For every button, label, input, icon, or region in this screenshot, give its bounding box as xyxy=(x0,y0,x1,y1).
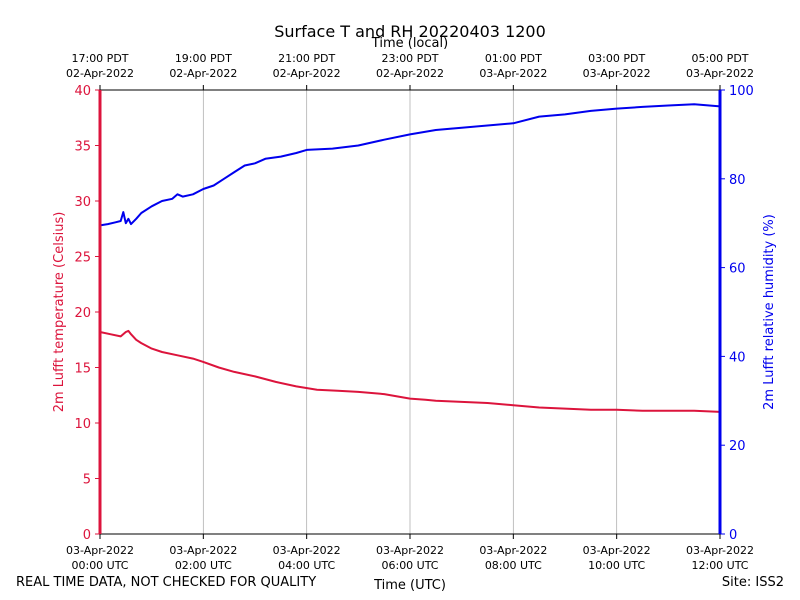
top-tick-time: 23:00 PDT xyxy=(381,52,438,65)
top-tick-date: 02-Apr-2022 xyxy=(66,67,134,80)
top-tick-time: 03:00 PDT xyxy=(588,52,645,65)
vertical-grid xyxy=(202,90,618,534)
bottom-tick-date: 03-Apr-2022 xyxy=(66,544,134,557)
bottom-tick-date: 03-Apr-2022 xyxy=(583,544,651,557)
left-y-axis-label: 2m Lufft temperature (Celsius) xyxy=(52,212,67,413)
left-tick-label: 35 xyxy=(74,140,91,155)
bottom-tick-time: 04:00 UTC xyxy=(278,559,335,572)
right-y-axis-label: 2m Lufft relative humidity (%) xyxy=(762,214,777,410)
right-tick-label: 0 xyxy=(729,528,737,543)
left-tick-label: 10 xyxy=(74,417,91,432)
left-axis-ticks: 0 5 10 15 20 25 30 35 40 xyxy=(74,84,100,543)
bottom-tick-date: 03-Apr-2022 xyxy=(479,544,547,557)
bottom-tick-date: 03-Apr-2022 xyxy=(376,544,444,557)
temperature-series-line xyxy=(99,329,721,413)
right-tick-label: 20 xyxy=(729,439,746,454)
top-tick-time: 19:00 PDT xyxy=(175,52,232,65)
top-tick-date: 03-Apr-2022 xyxy=(479,67,547,80)
bottom-tick-time: 10:00 UTC xyxy=(588,559,645,572)
left-tick-label: 40 xyxy=(74,84,91,99)
bottom-tick-date: 03-Apr-2022 xyxy=(686,544,754,557)
bottom-tick-time: 00:00 UTC xyxy=(71,559,128,572)
left-tick-label: 20 xyxy=(74,306,91,321)
bottom-axis-ticks: 03-Apr-2022 00:00 UTC 03-Apr-2022 02:00 UTC… xyxy=(66,534,754,572)
bottom-tick-time: 02:00 UTC xyxy=(175,559,232,572)
bottom-tick-date: 03-Apr-2022 xyxy=(169,544,237,557)
bottom-tick-time: 12:00 UTC xyxy=(691,559,748,572)
bottom-tick-date: 03-Apr-2022 xyxy=(273,544,341,557)
top-tick-date: 02-Apr-2022 xyxy=(273,67,341,80)
left-tick-label: 30 xyxy=(74,195,91,210)
right-axis-ticks: 0 20 40 60 80 100 xyxy=(720,84,754,543)
chart-title: Surface T and RH 20220403 1200 xyxy=(274,22,546,41)
left-tick-label: 25 xyxy=(74,251,91,266)
site-label: Site: ISS2 xyxy=(721,575,784,590)
top-tick-time: 17:00 PDT xyxy=(71,52,128,65)
left-tick-label: 5 xyxy=(83,473,91,488)
humidity-series-line xyxy=(99,103,721,227)
top-axis-label: Time (local) xyxy=(371,36,448,51)
left-tick-label: 0 xyxy=(83,528,91,543)
top-tick-time: 05:00 PDT xyxy=(691,52,748,65)
top-tick-date: 03-Apr-2022 xyxy=(686,67,754,80)
bottom-tick-time: 06:00 UTC xyxy=(381,559,438,572)
bottom-tick-time: 08:00 UTC xyxy=(485,559,542,572)
x-axis-label: Time (UTC) xyxy=(373,578,446,593)
left-tick-label: 15 xyxy=(74,362,91,377)
right-tick-label: 60 xyxy=(729,262,746,277)
right-tick-label: 40 xyxy=(729,350,746,365)
quality-disclaimer: REAL TIME DATA, NOT CHECKED FOR QUALITY xyxy=(16,575,317,590)
top-tick-date: 02-Apr-2022 xyxy=(169,67,237,80)
right-tick-label: 100 xyxy=(729,84,754,99)
top-tick-time: 01:00 PDT xyxy=(485,52,542,65)
top-tick-date: 03-Apr-2022 xyxy=(583,67,651,80)
top-tick-time: 21:00 PDT xyxy=(278,52,335,65)
top-axis-ticks: 17:00 PDT 02-Apr-2022 19:00 PDT 02-Apr-2022… xyxy=(66,52,754,90)
top-tick-date: 02-Apr-2022 xyxy=(376,67,444,80)
series-layer xyxy=(99,103,721,413)
right-tick-label: 80 xyxy=(729,173,746,188)
